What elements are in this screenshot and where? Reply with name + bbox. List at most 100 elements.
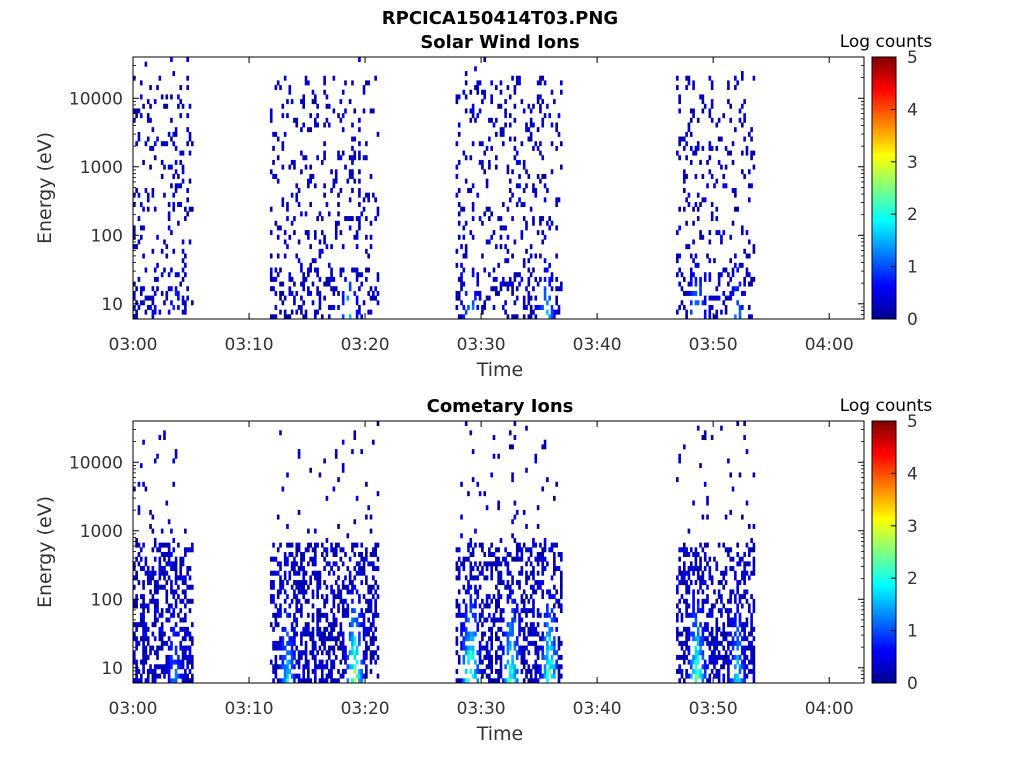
heatmap-cell: [460, 533, 463, 539]
heatmap-cell: [532, 103, 535, 109]
heatmap-cell: [269, 276, 273, 282]
heatmap-cell: [720, 594, 723, 600]
heatmap-cell: [529, 304, 533, 310]
heatmap-cell: [365, 514, 368, 520]
heatmap-cell: [543, 654, 547, 660]
heatmap-cell: [167, 608, 171, 614]
heatmap-cell: [747, 523, 751, 529]
heatmap-cell: [177, 94, 180, 100]
heatmap-cell: [553, 640, 556, 646]
heatmap-cell: [353, 640, 357, 646]
heatmap-cell: [351, 136, 354, 142]
heatmap-cell: [696, 668, 700, 674]
heatmap-cell: [455, 290, 459, 296]
heatmap-cell: [727, 150, 730, 156]
heatmap-cell: [731, 589, 735, 595]
heatmap-cell: [304, 589, 308, 595]
heatmap-cell: [165, 295, 169, 301]
heatmap-cell: [553, 612, 556, 618]
heatmap-cell: [532, 309, 535, 315]
heatmap-cell: [297, 188, 301, 193]
heatmap-cell: [750, 155, 753, 161]
heatmap-cell: [518, 197, 521, 203]
heatmap-cell: [146, 117, 150, 123]
heatmap-cell: [682, 659, 686, 665]
heatmap-cell: [553, 495, 556, 501]
heatmap-cell: [543, 258, 547, 264]
heatmap-cell: [734, 188, 737, 193]
heatmap-cell: [344, 650, 347, 656]
heatmap-cell: [330, 584, 333, 590]
heatmap-cell: [511, 477, 514, 483]
heatmap-cell: [713, 603, 716, 609]
heatmap-cell: [750, 183, 753, 189]
heatmap-cell: [272, 678, 275, 684]
heatmap-cell: [495, 155, 498, 161]
heatmap-cell: [490, 542, 493, 548]
heatmap-cell: [497, 262, 500, 268]
heatmap-cell: [302, 664, 306, 670]
heatmap-cell: [309, 202, 312, 208]
heatmap-cell: [708, 155, 712, 161]
heatmap-cell: [300, 589, 303, 595]
heatmap-cell: [747, 608, 751, 614]
heatmap-cell: [295, 631, 299, 637]
heatmap-cell: [334, 654, 338, 660]
heatmap-cell: [307, 668, 310, 674]
heatmap-cell: [522, 159, 526, 165]
heatmap-cell: [184, 617, 187, 623]
heatmap-cell: [548, 668, 552, 674]
heatmap-cell: [139, 94, 143, 100]
heatmap-cell: [694, 552, 698, 557]
heatmap-cell: [167, 668, 171, 674]
heatmap-cell: [274, 654, 278, 660]
heatmap-cell: [158, 664, 162, 670]
heatmap-cell: [293, 626, 296, 632]
heatmap-cell: [699, 234, 702, 240]
heatmap-cell: [736, 286, 739, 292]
heatmap-cell: [330, 631, 333, 637]
heatmap-cell: [311, 645, 315, 651]
heatmap-cell: [488, 206, 491, 212]
heatmap-cell: [293, 636, 296, 642]
heatmap-cell: [720, 164, 723, 170]
heatmap-cell: [555, 566, 558, 572]
heatmap-cell: [167, 556, 171, 562]
heatmap-cell: [300, 612, 303, 618]
heatmap-cell: [316, 155, 319, 161]
heatmap-cell: [678, 556, 681, 562]
heatmap-cell: [334, 617, 338, 623]
heatmap-cell: [553, 617, 556, 623]
heatmap-cell: [286, 472, 289, 478]
heatmap-cell: [741, 230, 744, 236]
heatmap-cell: [367, 309, 370, 315]
heatmap-cell: [165, 290, 169, 296]
heatmap-cell: [741, 556, 744, 562]
heatmap-cell: [729, 594, 733, 600]
heatmap-cell: [488, 159, 491, 165]
heatmap-cell: [520, 141, 524, 147]
heatmap-cell: [302, 155, 306, 161]
heatmap-cell: [710, 435, 714, 441]
heatmap-cell: [334, 449, 338, 455]
heatmap-cell: [323, 141, 326, 147]
heatmap-cell: [555, 626, 558, 632]
heatmap-cell: [330, 668, 333, 674]
heatmap-cell: [520, 230, 524, 236]
heatmap-cell: [372, 654, 375, 660]
heatmap-cell: [492, 622, 496, 628]
heatmap-cell: [694, 654, 698, 660]
heatmap-cell: [316, 589, 319, 595]
heatmap-cell: [515, 509, 519, 515]
heatmap-cell: [532, 216, 535, 222]
heatmap-cell: [488, 272, 491, 278]
heatmap-cell: [481, 164, 484, 170]
heatmap-cell: [511, 281, 514, 287]
heatmap-cell: [316, 272, 319, 278]
heatmap-cell: [536, 281, 540, 287]
heatmap-cell: [543, 267, 547, 273]
heatmap-cell: [724, 183, 728, 189]
heatmap-cell: [332, 645, 336, 651]
heatmap-cell: [307, 183, 310, 189]
heatmap-cell: [151, 300, 155, 306]
